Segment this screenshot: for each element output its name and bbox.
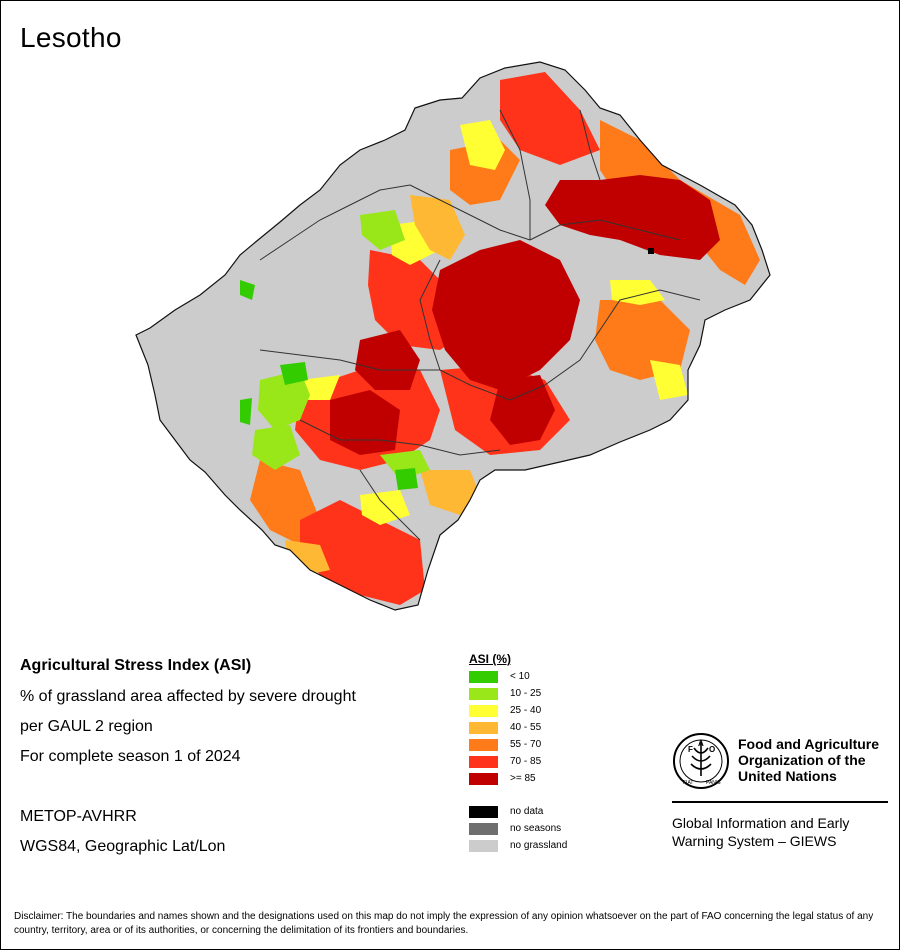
svg-text:A: A bbox=[698, 739, 704, 748]
asi-area-25-40 bbox=[360, 490, 410, 525]
legend-item: >= 85 bbox=[469, 770, 619, 787]
asi-area-10-25 bbox=[380, 450, 430, 480]
legend-label: no data bbox=[510, 806, 544, 817]
legend-swatch bbox=[469, 721, 498, 734]
asi-area-10-25 bbox=[258, 370, 310, 430]
legend-item: 55 - 70 bbox=[469, 736, 619, 753]
legend-other-classes: no data no seasons no grassland bbox=[469, 803, 619, 854]
asi-area-below-10 bbox=[240, 398, 252, 425]
legend-swatch bbox=[469, 704, 498, 717]
fao-logo-icon: F A O FIAT PANIS bbox=[673, 733, 729, 789]
asi-area-40-55 bbox=[420, 470, 480, 515]
asi-area-25-40 bbox=[650, 360, 688, 400]
legend-item: 40 - 55 bbox=[469, 719, 619, 736]
sensor-label: METOP-AVHRR bbox=[20, 808, 137, 825]
svg-text:FIAT: FIAT bbox=[683, 780, 693, 786]
svg-text:O: O bbox=[709, 745, 715, 754]
legend-label: 40 - 55 bbox=[510, 722, 542, 733]
legend-label: >= 85 bbox=[510, 773, 536, 784]
description-line-1: % of grassland area affected by severe d… bbox=[20, 688, 356, 705]
legend-label: 70 - 85 bbox=[510, 756, 542, 767]
legend-title: ASI (%) bbox=[469, 652, 511, 666]
legend-label: < 10 bbox=[510, 671, 530, 682]
legend-swatch bbox=[469, 772, 498, 785]
svg-text:PANIS: PANIS bbox=[706, 780, 721, 786]
index-title: Agricultural Stress Index (ASI) bbox=[20, 657, 252, 674]
legend-item: no data bbox=[469, 803, 619, 820]
asi-area-85-plus bbox=[432, 240, 580, 390]
asi-area-10-25 bbox=[252, 425, 300, 470]
lesotho-asi-map bbox=[135, 61, 771, 611]
asi-area-70-85 bbox=[300, 500, 425, 605]
legend-swatch bbox=[469, 755, 498, 768]
asi-area-85-plus bbox=[355, 330, 420, 390]
legend-label: 25 - 40 bbox=[510, 705, 542, 716]
legend-swatch bbox=[469, 822, 498, 835]
asi-area-55-70 bbox=[595, 300, 690, 380]
asi-area-40-55 bbox=[410, 195, 465, 260]
legend-item: no seasons bbox=[469, 820, 619, 837]
asi-legend: ASI (%) < 10 10 - 25 25 - 40 40 - 55 55 - 70… bbox=[469, 652, 619, 854]
legend-swatch bbox=[469, 687, 498, 700]
asi-area-55-70 bbox=[450, 140, 520, 205]
asi-area-below-10 bbox=[395, 468, 418, 490]
legend-label: no seasons bbox=[510, 823, 562, 834]
district-boundaries bbox=[259, 109, 701, 541]
description-line-2: per GAUL 2 region bbox=[20, 718, 153, 735]
asi-area-70-85 bbox=[500, 72, 600, 165]
asi-area-10-25 bbox=[360, 210, 405, 250]
legend-item: no grassland bbox=[469, 837, 619, 854]
asi-area-85-plus bbox=[490, 375, 555, 445]
country-outline bbox=[135, 61, 771, 611]
legend-classes: < 10 10 - 25 25 - 40 40 - 55 55 - 70 70 - 85 >… bbox=[469, 668, 619, 787]
legend-swatch bbox=[469, 738, 498, 751]
legend-item: < 10 bbox=[469, 668, 619, 685]
asi-area-below-10 bbox=[280, 362, 308, 385]
asi-area-25-40 bbox=[460, 120, 505, 170]
legend-swatch bbox=[469, 805, 498, 818]
legend-item: 25 - 40 bbox=[469, 702, 619, 719]
giews-label: Global Information and Early Warning Sys… bbox=[672, 815, 850, 849]
divider bbox=[672, 801, 888, 803]
asi-area-25-40 bbox=[300, 375, 340, 400]
legend-label: 10 - 25 bbox=[510, 688, 542, 699]
legend-swatch bbox=[469, 839, 498, 852]
legend-item: 70 - 85 bbox=[469, 753, 619, 770]
asi-raster-areas bbox=[240, 72, 760, 605]
disclaimer-text: Disclaimer: The boundaries and names sho… bbox=[14, 911, 874, 936]
organization-name: Food and Agriculture Organization of the… bbox=[738, 736, 880, 784]
svg-text:F: F bbox=[688, 745, 693, 754]
projection-label: WGS84, Geographic Lat/Lon bbox=[20, 838, 226, 855]
season-line: For complete season 1 of 2024 bbox=[20, 748, 241, 765]
asi-area-85-plus bbox=[330, 390, 400, 455]
asi-area-below-10 bbox=[240, 280, 255, 300]
asi-area-no-data bbox=[648, 248, 654, 254]
map-title: Lesotho bbox=[20, 22, 122, 53]
legend-swatch bbox=[469, 670, 498, 683]
legend-label: no grassland bbox=[510, 840, 568, 851]
legend-item: 10 - 25 bbox=[469, 685, 619, 702]
legend-label: 55 - 70 bbox=[510, 739, 542, 750]
